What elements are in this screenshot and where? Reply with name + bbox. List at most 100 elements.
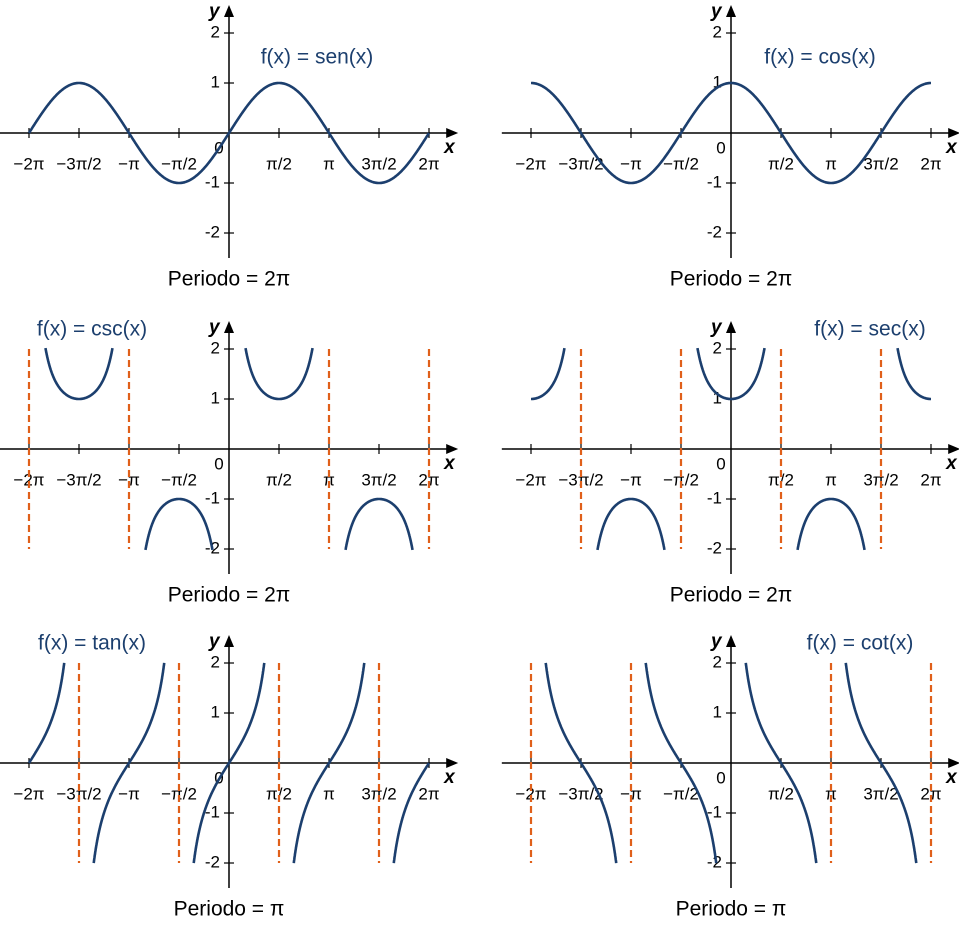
y-tick-label: -2 — [707, 538, 722, 557]
x-arrow — [948, 128, 959, 138]
x-arrow — [948, 758, 959, 768]
x-tick-label: −π — [620, 784, 642, 803]
x-arrow — [446, 444, 459, 454]
y-tick-label: -2 — [707, 222, 722, 241]
y-tick-label: 1 — [713, 388, 722, 407]
chart-title: f(x) = sec(x) — [814, 318, 925, 341]
x-tick-label: π/2 — [768, 154, 794, 173]
x-tick-label: 3π/2 — [863, 470, 898, 489]
curve — [44, 347, 414, 551]
y-tick-label: 2 — [211, 338, 220, 357]
x-tick-label: 2π — [920, 154, 941, 173]
x-tick-label: 2π — [418, 470, 439, 489]
x-tick-label: 0 — [716, 138, 725, 157]
y-tick-label: -1 — [205, 488, 220, 507]
curve — [544, 662, 918, 864]
y-arrow — [726, 5, 736, 17]
x-tick-label: −π/2 — [161, 784, 197, 803]
y-tick-label: -1 — [205, 802, 220, 821]
y-tick-label: -1 — [205, 172, 220, 191]
x-tick-label: −2π — [13, 784, 44, 803]
x-tick-label: 2π — [920, 784, 941, 803]
x-tick-label: −π — [118, 154, 140, 173]
y-arrow — [224, 635, 234, 647]
y-tick-label: -2 — [205, 852, 220, 871]
x-tick-label: −3π/2 — [558, 470, 603, 489]
x-axis-label: x — [443, 767, 456, 788]
x-tick-label: −2π — [515, 154, 546, 173]
y-axis-label: y — [710, 631, 723, 652]
y-tick-label: 2 — [713, 22, 722, 41]
x-arrow — [446, 758, 459, 768]
x-tick-label: 0 — [214, 454, 223, 473]
x-tick-label: π/2 — [266, 154, 292, 173]
x-tick-label: −3π/2 — [558, 154, 603, 173]
x-tick-label: 2π — [418, 784, 439, 803]
x-tick-label: −π — [620, 470, 642, 489]
x-tick-label: −3π/2 — [558, 784, 603, 803]
x-tick-label: −π/2 — [161, 470, 197, 489]
x-tick-label: 0 — [716, 768, 725, 787]
x-tick-label: 2π — [418, 154, 439, 173]
x-tick-label: π — [323, 784, 335, 803]
x-tick-label: −3π/2 — [56, 470, 101, 489]
x-tick-label: π — [825, 470, 837, 489]
caption: Periodo = 2π — [670, 584, 792, 607]
y-arrow — [726, 321, 736, 333]
caption: Periodo = 2π — [670, 268, 792, 291]
x-axis-label: x — [443, 453, 456, 474]
y-tick-label: -2 — [205, 222, 220, 241]
y-tick-label: 1 — [211, 388, 220, 407]
y-tick-label: -1 — [707, 802, 722, 821]
curve — [27, 81, 431, 185]
x-tick-label: −2π — [13, 470, 44, 489]
x-tick-label: 3π/2 — [361, 154, 396, 173]
x-tick-label: π/2 — [266, 470, 292, 489]
y-arrow — [224, 321, 234, 333]
x-tick-label: −2π — [13, 154, 44, 173]
x-tick-label: 3π/2 — [361, 470, 396, 489]
x-tick-label: π — [323, 154, 335, 173]
curve — [27, 662, 431, 864]
curve — [531, 81, 931, 185]
chart-title: f(x) = sen(x) — [261, 46, 374, 69]
chart-title: f(x) = cos(x) — [764, 46, 875, 69]
y-tick-label: 2 — [713, 652, 722, 671]
x-tick-label: π — [323, 470, 335, 489]
x-tick-label: 3π/2 — [361, 784, 396, 803]
y-tick-label: -2 — [707, 852, 722, 871]
x-tick-label: 3π/2 — [863, 154, 898, 173]
x-tick-label: π — [825, 784, 837, 803]
caption: Periodo = 2π — [168, 268, 290, 291]
y-arrow — [726, 635, 736, 647]
y-tick-label: 1 — [713, 72, 722, 91]
y-axis-label: y — [710, 1, 723, 22]
curve — [531, 347, 931, 551]
x-arrow — [446, 128, 459, 138]
x-arrow — [948, 444, 959, 454]
y-axis-label: y — [710, 317, 723, 338]
x-tick-label: π/2 — [768, 784, 794, 803]
x-tick-label: −π/2 — [161, 154, 197, 173]
x-axis-label: x — [443, 137, 456, 158]
y-tick-label: 2 — [211, 652, 220, 671]
x-tick-label: 2π — [920, 470, 941, 489]
chart-title: f(x) = csc(x) — [37, 318, 147, 341]
chart-title: f(x) = cot(x) — [807, 632, 914, 655]
x-tick-label: −π/2 — [663, 154, 699, 173]
x-tick-label: −π/2 — [663, 470, 699, 489]
x-tick-label: −π — [118, 470, 140, 489]
x-tick-label: −π — [620, 154, 642, 173]
y-axis-label: y — [208, 631, 221, 652]
y-tick-label: -1 — [707, 488, 722, 507]
caption: Periodo = 2π — [168, 584, 290, 607]
x-tick-label: −3π/2 — [56, 154, 101, 173]
x-tick-label: −2π — [515, 470, 546, 489]
x-tick-label: −3π/2 — [56, 784, 101, 803]
